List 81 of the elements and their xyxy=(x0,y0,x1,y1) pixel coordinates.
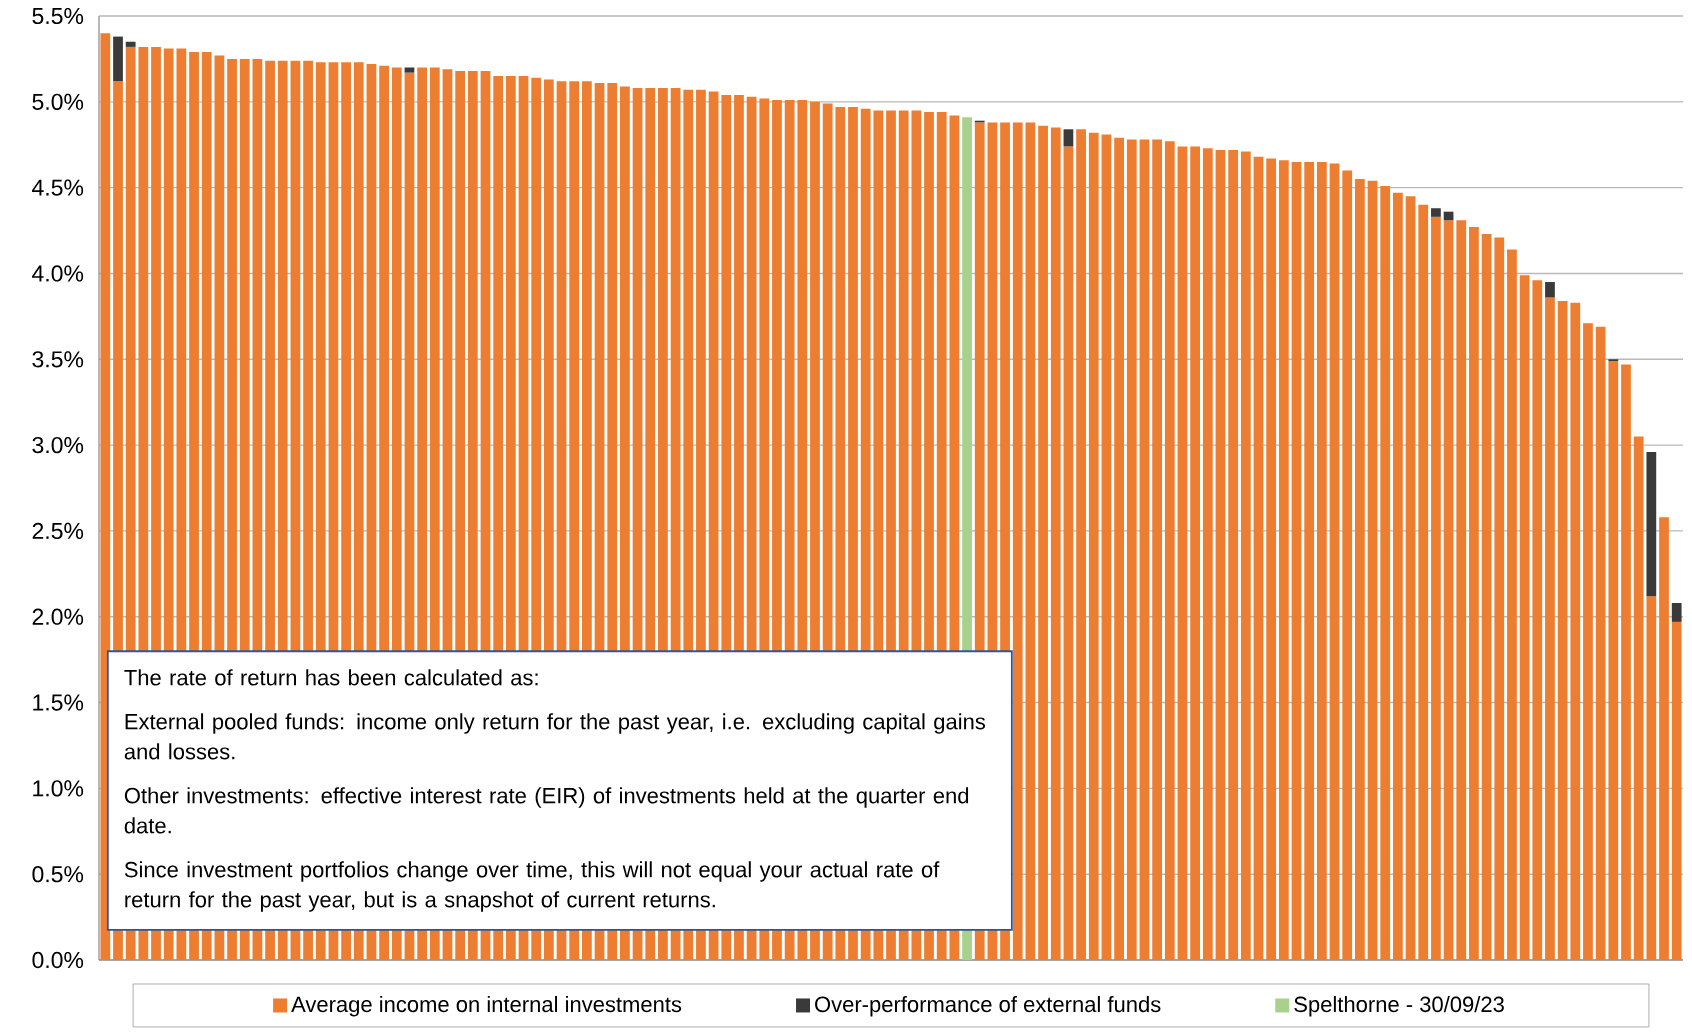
bar xyxy=(1253,156,1264,961)
bar xyxy=(1608,361,1619,961)
bar xyxy=(1443,220,1454,961)
bar xyxy=(1342,170,1353,961)
bar xyxy=(1456,220,1467,961)
bar xyxy=(1329,163,1340,961)
bar xyxy=(1088,132,1099,961)
bar xyxy=(1507,249,1517,961)
y-tick-label: 2.0% xyxy=(32,608,84,625)
bar xyxy=(1393,192,1403,961)
bar xyxy=(1646,451,1657,597)
y-tick-label: 2.5% xyxy=(32,522,84,540)
bar xyxy=(1050,127,1061,961)
bar xyxy=(1139,139,1150,961)
legend-label: Average income on internal investments xyxy=(291,996,682,1017)
bar xyxy=(1621,364,1631,961)
bar xyxy=(1570,302,1581,961)
bar xyxy=(1646,596,1657,961)
bar xyxy=(1367,180,1378,961)
bar xyxy=(1418,204,1429,961)
bar xyxy=(1164,141,1175,961)
legend-label: Over-performance of external funds xyxy=(815,996,1161,1017)
bar xyxy=(1190,146,1201,961)
bar xyxy=(1177,146,1188,961)
y-tick-label: 5.5% xyxy=(32,7,84,25)
y-tick-label: 3.5% xyxy=(32,351,84,368)
bar xyxy=(1076,129,1086,961)
bar xyxy=(1557,300,1568,961)
bar xyxy=(1469,227,1479,961)
bar xyxy=(1671,603,1682,622)
y-tick-label: 1.0% xyxy=(33,780,84,797)
bar xyxy=(1519,275,1530,961)
y-tick-label: 0.5% xyxy=(32,866,84,883)
bar xyxy=(113,36,123,82)
bar xyxy=(1202,148,1213,961)
bar xyxy=(1583,323,1593,961)
y-tick-label: 4.5% xyxy=(32,179,84,196)
legend-label: Spelthorne - 30/09/23 xyxy=(1294,996,1504,1017)
y-tick-label: 5.0% xyxy=(32,93,84,110)
bar xyxy=(1266,158,1277,961)
annotation: Since investment portfolios change over time, this will not equal your actual rate of return for the past year, but is a snapshot of current returns. xyxy=(124,861,940,912)
bar xyxy=(1481,233,1492,961)
bar xyxy=(1304,161,1315,961)
bar xyxy=(1063,129,1074,147)
bar xyxy=(1152,139,1162,961)
bar xyxy=(100,33,111,961)
bar xyxy=(1431,216,1441,961)
bar xyxy=(1316,161,1327,961)
y-tick-label: 1.5% xyxy=(33,694,84,711)
bar xyxy=(1595,326,1606,961)
bar xyxy=(1101,134,1112,961)
bar xyxy=(125,41,136,47)
bar xyxy=(1671,621,1682,961)
bar xyxy=(1659,517,1669,961)
bar xyxy=(1228,149,1239,961)
bar xyxy=(404,67,415,73)
bar xyxy=(1380,185,1391,961)
bar xyxy=(1025,122,1036,961)
bar xyxy=(1114,137,1124,961)
bar xyxy=(1278,160,1289,961)
annotation: Other investments: effective interest rate (EIR) of investments held at the quarter end date. xyxy=(124,787,969,834)
bar xyxy=(1532,280,1543,961)
bar xyxy=(1215,149,1226,961)
bar xyxy=(1240,151,1251,961)
y-tick-label: 4.0% xyxy=(32,265,84,282)
bar xyxy=(1633,436,1644,961)
bar xyxy=(1494,237,1505,961)
bar xyxy=(1063,146,1074,961)
annotation: The rate of return has been calculated as: xyxy=(124,669,538,686)
bar xyxy=(1545,297,1555,961)
y-tick-label: 3.0% xyxy=(32,436,84,454)
bar xyxy=(1291,161,1302,961)
bar xyxy=(1545,282,1555,298)
bar xyxy=(1405,196,1416,961)
bar xyxy=(1012,122,1023,961)
bar xyxy=(1126,139,1137,961)
annotation: External pooled funds: income only return for the past year, i.e. excluding capital gains and losses. xyxy=(124,713,986,760)
bar xyxy=(1355,179,1365,961)
y-tick-label: 0.0% xyxy=(32,951,84,969)
bar xyxy=(1431,208,1441,217)
bar xyxy=(1038,125,1048,961)
